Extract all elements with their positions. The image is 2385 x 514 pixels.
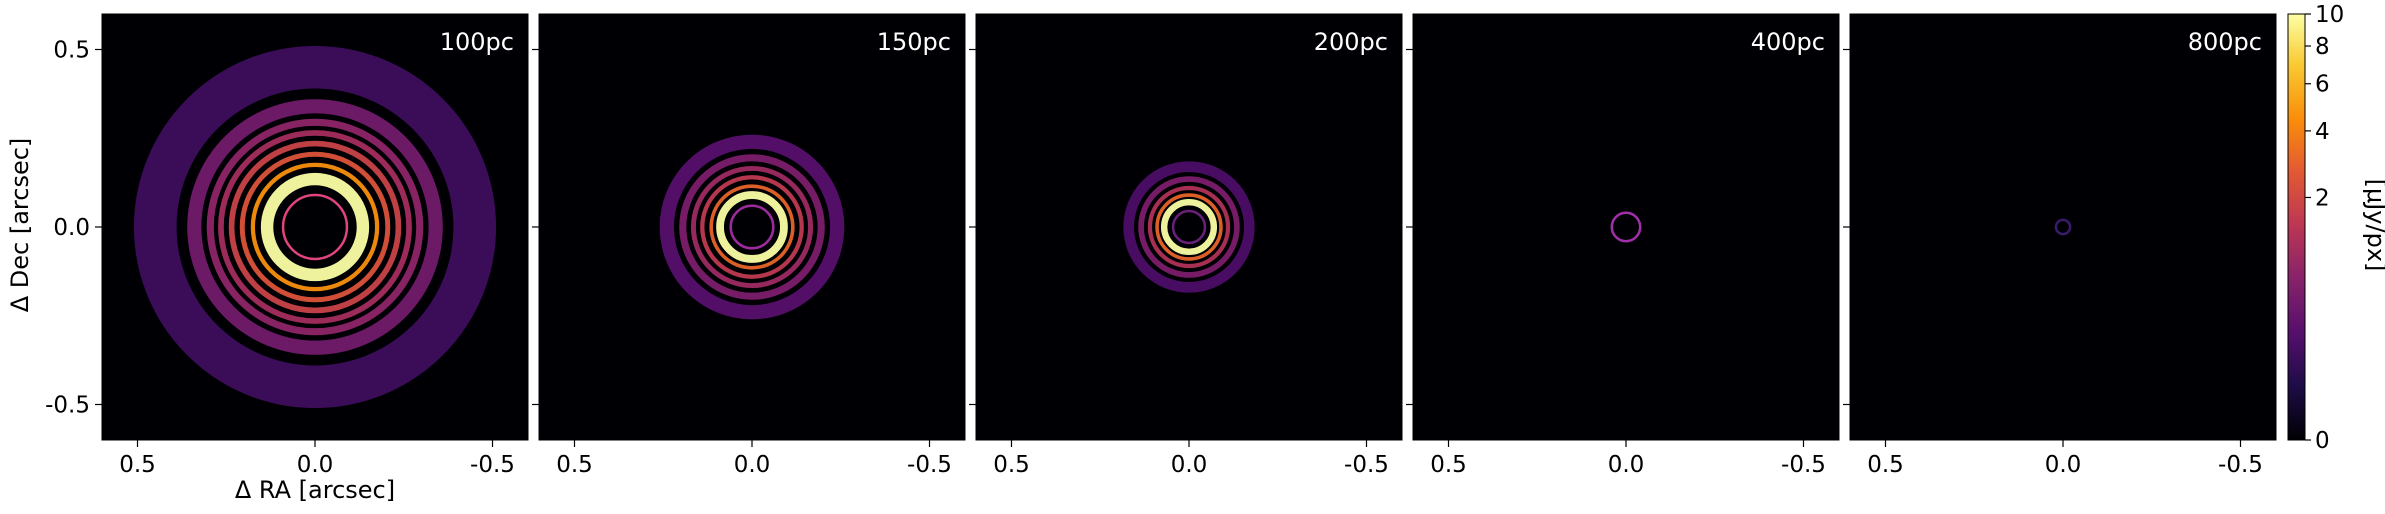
colorbar-label: [μJy/px]	[2362, 179, 2385, 272]
emission-ring	[690, 165, 814, 289]
emission-ring	[716, 191, 788, 263]
emission-ring	[1147, 185, 1231, 269]
emission-ring	[228, 140, 402, 314]
emission-ring	[239, 151, 391, 303]
center-circle	[729, 204, 775, 250]
center-circle	[2054, 218, 2072, 236]
emission-ring	[218, 130, 412, 324]
x-tick-label: 0.5	[993, 452, 1030, 478]
center-circle	[281, 193, 349, 261]
emission-ring	[659, 134, 845, 320]
panel-label: 200pc	[1314, 28, 1388, 56]
x-tick-label: 0.5	[1430, 452, 1467, 478]
emission-ring	[187, 99, 443, 355]
panel-background	[1413, 14, 1839, 440]
panel-800pc: 800pc 0.5 0.0 -0.5	[1843, 13, 2277, 478]
emission-ring	[260, 172, 370, 282]
panel-background	[976, 14, 1402, 440]
emission-ring	[1155, 193, 1223, 261]
x-tick-label: -0.5	[470, 452, 515, 478]
x-tick-label: -0.5	[907, 452, 952, 478]
panel-400pc: 400pc 0.5 0.0 -0.5	[1406, 13, 1840, 478]
colorbar-tick-label: 8	[2315, 34, 2330, 60]
emission-ring	[1123, 161, 1255, 293]
colorbar-tick-label: 6	[2315, 72, 2330, 98]
y-tick-label: 0.5	[53, 38, 90, 64]
x-tick-label: -0.5	[1781, 452, 1826, 478]
panel-label: 400pc	[1751, 28, 1825, 56]
colorbar-tick-label: 4	[2315, 119, 2330, 145]
x-tick-label: 0.0	[297, 452, 334, 478]
emission-ring	[700, 175, 804, 279]
x-tick-label: 0.0	[734, 452, 771, 478]
emission-ring	[133, 45, 497, 409]
x-tick-label: 0.0	[1608, 452, 1645, 478]
x-tick-label: 0.0	[2045, 452, 2082, 478]
panel-150pc: 150pc 0.5 0.0 -0.5	[532, 13, 966, 478]
colorbar-tick-label: 10	[2315, 2, 2344, 28]
panel-label: 100pc	[440, 28, 514, 56]
colorbar-tick-label: 0	[2315, 428, 2330, 454]
panel-200pc: 200pc 0.5 0.0 -0.5	[969, 13, 1403, 478]
emission-ring	[206, 118, 424, 336]
colorbar-gradient	[2287, 13, 2306, 441]
colorbar-tick-label: 2	[2315, 185, 2330, 211]
y-tick-label: -0.5	[45, 393, 90, 419]
emission-ring	[1160, 198, 1218, 256]
panel-label: 150pc	[877, 28, 951, 56]
panel-100pc: 100pc 0.5 0.0 -0.5 0.5 0.0 -0.5	[45, 13, 529, 478]
emission-ring	[1138, 176, 1240, 278]
panel-label: 800pc	[2188, 28, 2262, 56]
panels-group: 100pc 0.5 0.0 -0.5 0.5 0.0 -0.5 150pc 0.5 0.0 -0.5…	[45, 13, 2277, 478]
center-circle	[1610, 211, 1642, 243]
x-tick-label: -0.5	[2218, 452, 2263, 478]
center-circle	[1171, 209, 1207, 245]
emission-ring	[679, 154, 825, 300]
x-tick-label: 0.5	[119, 452, 156, 478]
x-tick-label: 0.5	[556, 452, 593, 478]
panel-background	[539, 14, 965, 440]
emission-ring	[250, 162, 380, 292]
x-axis-label: Δ RA [arcsec]	[235, 476, 395, 504]
panel-background	[1850, 14, 2276, 440]
y-axis-label: Δ Dec [arcsec]	[6, 138, 34, 313]
y-tick-label: 0.0	[53, 215, 90, 241]
x-tick-label: 0.5	[1867, 452, 1904, 478]
x-tick-label: -0.5	[1344, 452, 1389, 478]
emission-ring	[709, 184, 795, 270]
x-tick-label: 0.0	[1171, 452, 1208, 478]
colorbar: 0 2 4 6 8 10 [μJy/px]	[2287, 2, 2385, 454]
